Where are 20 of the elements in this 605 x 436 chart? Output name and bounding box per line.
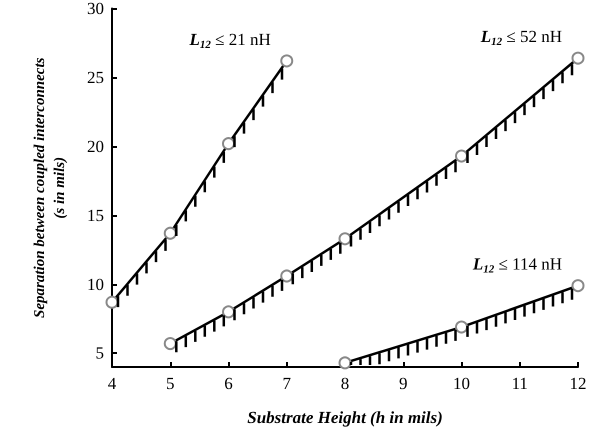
x-tick-label: 9 bbox=[399, 374, 408, 393]
x-tick-label: 7 bbox=[282, 374, 292, 393]
x-tick-label: 10 bbox=[453, 374, 470, 393]
y-tick-label: 10 bbox=[87, 274, 104, 294]
x-tick-label: 6 bbox=[224, 374, 233, 393]
x-tick-label: 5 bbox=[166, 374, 174, 393]
y-tick-label: 15 bbox=[87, 206, 104, 225]
annotation: L$_{12}$ ≤ 52 nH bbox=[480, 27, 562, 48]
y-tick-label: 5 bbox=[96, 344, 104, 363]
annotation: L$_{12}$ ≤ 114 nH bbox=[472, 254, 562, 276]
y-axis-title: Separation between coupled interconnects (s in mils) bbox=[32, 57, 68, 318]
annotation: L$_{12}$ ≤ 21 nH bbox=[188, 30, 271, 51]
x-tick-label: 8 bbox=[340, 374, 350, 393]
y-tick-label: 25 bbox=[87, 68, 104, 87]
x-tick-label: 11 bbox=[512, 374, 528, 393]
x-tick-label: 4 bbox=[108, 374, 117, 393]
x-tick-label: 12 bbox=[570, 374, 586, 393]
y-tick-label: 20 bbox=[87, 136, 104, 156]
y-tick-label: 30 bbox=[87, 0, 104, 18]
x-axis-title: Substrate Height (h in mils) bbox=[247, 408, 443, 427]
